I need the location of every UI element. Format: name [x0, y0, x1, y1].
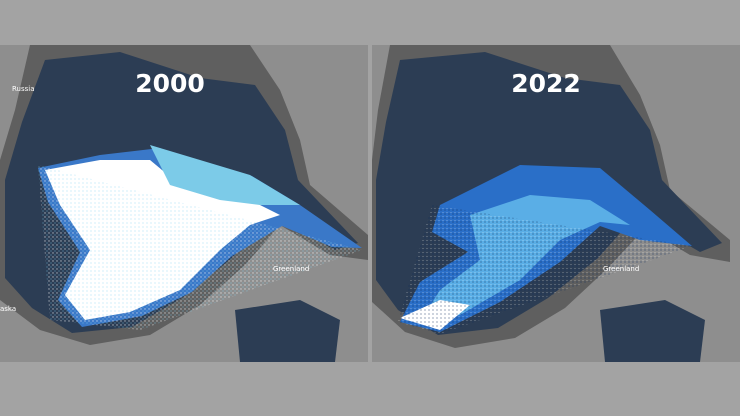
year-label: 2000: [135, 69, 205, 98]
ice-texture: [38, 165, 362, 330]
map-panel-2022: 2022 Greenland: [372, 45, 740, 362]
ocean: [600, 300, 705, 362]
ocean: [235, 300, 340, 362]
ice-young: [150, 145, 300, 205]
place-label: aska: [0, 305, 16, 313]
year-label: 2022: [511, 69, 581, 98]
divider: [368, 45, 372, 362]
ice-texture: [398, 205, 692, 334]
place-label: Russia: [12, 85, 35, 93]
place-label: Greenland: [273, 265, 309, 273]
place-label: Greenland: [603, 265, 639, 273]
map-panel-2000: 2000 Russia Greenland aska: [0, 45, 368, 362]
